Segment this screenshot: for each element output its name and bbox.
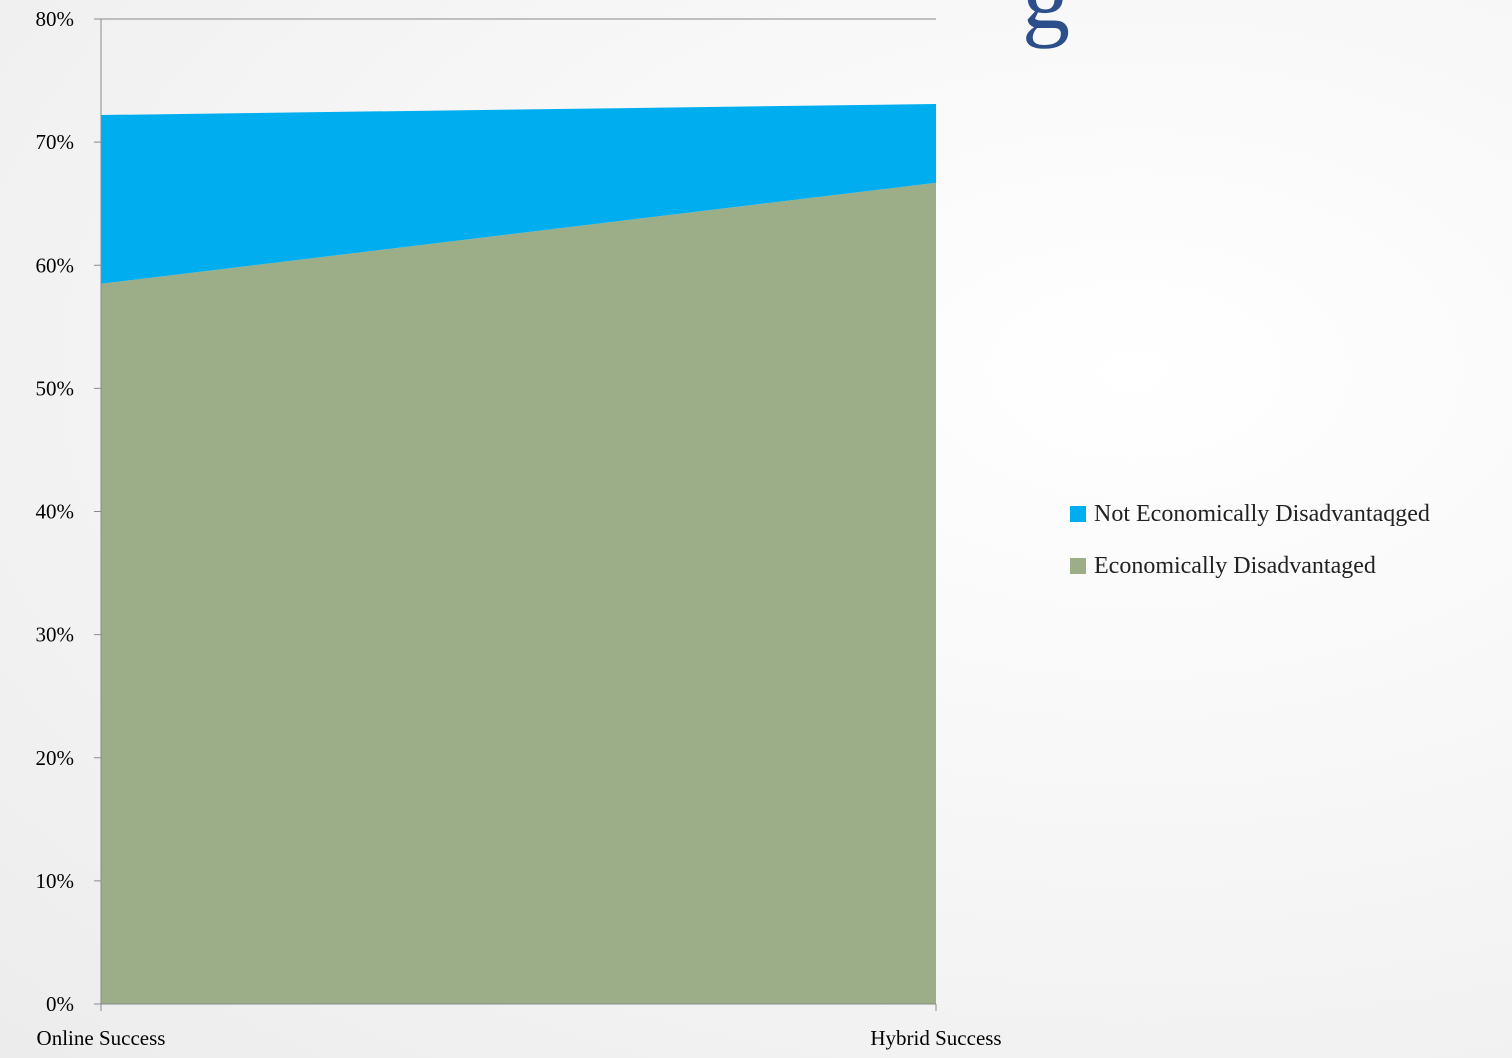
y-tick-label: 70% — [36, 130, 75, 154]
y-tick-label: 0% — [46, 992, 74, 1016]
x-tick-label: Hybrid Success — [870, 1026, 1001, 1050]
y-tick-label: 20% — [36, 746, 75, 770]
legend-item-economically-disadvantaged: Economically Disadvantaged — [1070, 540, 1430, 592]
x-tick-label: Online Success — [37, 1026, 166, 1050]
y-tick-label: 60% — [36, 253, 75, 277]
y-tick-label: 50% — [36, 376, 75, 400]
area-series-not-economically-disadvantaqged — [101, 103, 936, 284]
y-tick-label: 30% — [36, 623, 75, 647]
legend-label: Not Economically Disadvantaqged — [1094, 500, 1430, 527]
legend-swatch — [1070, 558, 1086, 574]
y-axis-ticks: 0% 10% 20% 30% 40% 50% 60% 70% 80% — [36, 7, 101, 1016]
y-tick-label: 80% — [36, 7, 75, 31]
x-axis-ticks: Online Success Hybrid Success — [37, 1004, 1002, 1050]
area-series-economically-disadvantaged — [101, 182, 936, 1005]
legend-label: Economically Disadvantaged — [1094, 552, 1376, 579]
slide-title-fragment: g — [1022, 0, 1070, 44]
legend-item-not-economically-disadvantaged: Not Economically Disadvantaqged — [1070, 488, 1430, 540]
legend-swatch — [1070, 506, 1086, 522]
y-tick-label: 10% — [36, 869, 75, 893]
chart-legend: Not Economically Disadvantaqged Economic… — [1070, 488, 1430, 592]
y-tick-label: 40% — [36, 500, 75, 524]
chart-areas — [101, 103, 936, 1005]
